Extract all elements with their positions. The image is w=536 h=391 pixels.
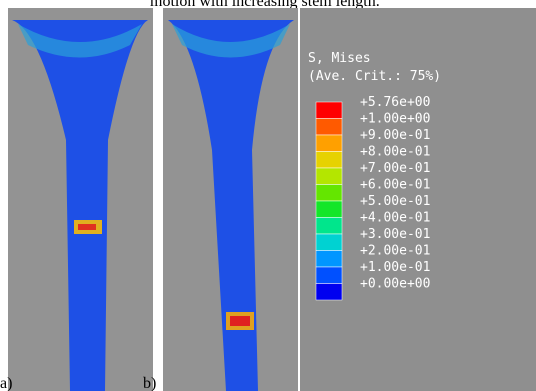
legend-swatch <box>316 218 342 235</box>
legend-label: +6.00e-01 <box>360 178 430 193</box>
legend-label: +8.00e-01 <box>360 145 430 160</box>
legend-label: +3.00e-01 <box>360 227 430 242</box>
legend-swatch <box>316 152 342 169</box>
legend-label: +5.76e+00 <box>360 95 430 110</box>
legend-swatch <box>316 185 342 202</box>
legend-swatch <box>316 251 342 268</box>
panel-label: a) <box>0 375 12 391</box>
legend-swatch <box>316 119 342 136</box>
legend-title: S, Mises <box>308 51 371 66</box>
legend-subtitle: (Ave. Crit.: 75%) <box>308 69 441 84</box>
legend-swatch <box>316 267 342 284</box>
legend-swatch <box>316 284 342 301</box>
legend-swatch <box>316 168 342 185</box>
legend-label: +5.00e-01 <box>360 194 430 209</box>
legend-swatch <box>316 102 342 119</box>
stem-b-hot-core <box>230 316 250 326</box>
page: {"caption": "motion with increasing stem… <box>0 0 536 391</box>
legend-label: +7.00e-01 <box>360 161 430 176</box>
panel-label: b) <box>143 375 156 391</box>
legend: +5.76e+00 +1.00e+00+9.00e-01 +8.00e-01+7.0… <box>316 95 430 300</box>
figure: motion with increasing stem length. a) b… <box>0 0 536 391</box>
legend-swatch <box>316 135 342 152</box>
legend-label: +4.00e-01 <box>360 211 430 226</box>
legend-label: +9.00e-01 <box>360 128 430 143</box>
legend-label: +1.00e-01 <box>360 260 430 275</box>
legend-label: +2.00e-01 <box>360 244 430 259</box>
legend-swatch <box>316 234 342 251</box>
legend-label: +0.00e+00 <box>360 277 430 292</box>
stem-a-hot-core <box>78 224 96 230</box>
legend-swatch <box>316 201 342 218</box>
legend-label: +1.00e+00 <box>360 112 430 127</box>
